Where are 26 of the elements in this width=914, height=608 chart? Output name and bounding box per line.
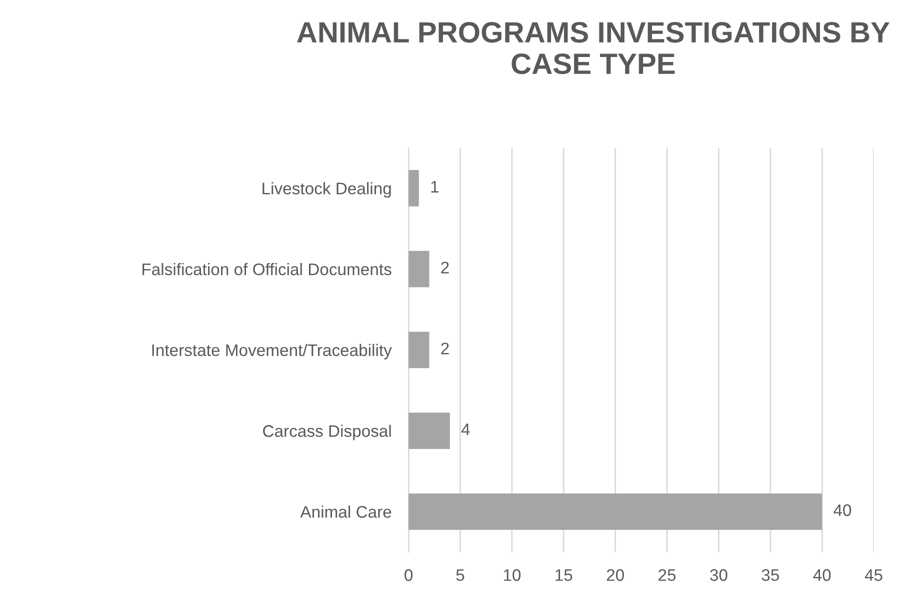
y-tick-label: Carcass Disposal (263, 424, 391, 440)
x-tick-label: 40 (813, 569, 831, 581)
bar (408, 170, 419, 206)
data-label: 1 (431, 181, 438, 192)
x-tick-label: 25 (658, 569, 676, 581)
y-tick-label: Falsification of Official Documents (142, 263, 392, 276)
bar (408, 493, 822, 530)
x-tick-label: 5 (456, 569, 464, 581)
bar (408, 412, 450, 449)
chart-title: ANIMAL PROGRAMS INVESTIGATIONS BY CASE TYPE (297, 22, 890, 74)
y-tick-label: Livestock Dealing (262, 182, 391, 198)
data-label: 2 (441, 262, 449, 274)
y-tick-label: Animal Care (300, 506, 392, 518)
data-label: 40 (834, 504, 852, 516)
x-tick-label: 0 (404, 569, 413, 581)
data-label: 2 (441, 342, 449, 354)
x-tick-label: 10 (504, 569, 521, 581)
bar (408, 332, 430, 368)
x-tick-label: 15 (556, 569, 572, 581)
x-tick-label: 45 (864, 569, 882, 581)
bar (408, 250, 430, 288)
y-tick-label: Interstate Movement/Traceability (152, 344, 392, 360)
x-tick-label: 30 (710, 569, 728, 581)
x-tick-label: 20 (606, 569, 624, 581)
data-label: 4 (461, 424, 470, 436)
x-tick-label: 35 (762, 569, 779, 581)
